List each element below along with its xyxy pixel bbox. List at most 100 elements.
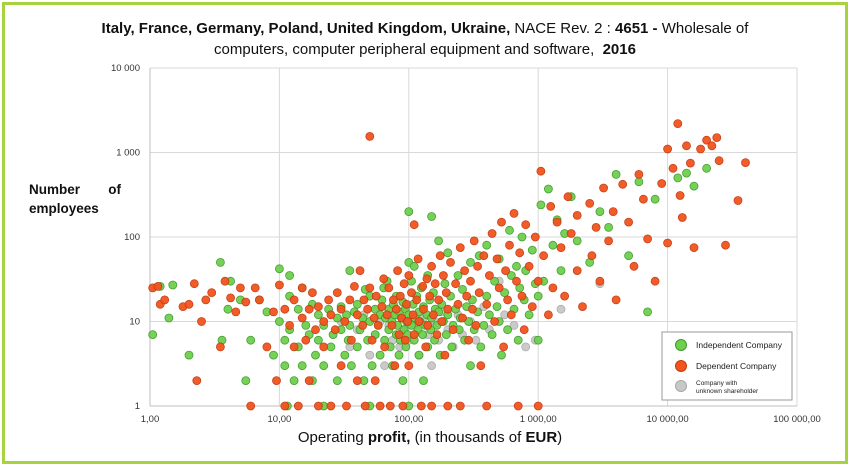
dependent-point — [432, 330, 442, 340]
dependent-point — [365, 283, 375, 293]
dependent-point — [262, 342, 272, 352]
independent-point — [482, 291, 492, 301]
dependent-point — [458, 313, 467, 323]
dependent-point — [435, 251, 445, 261]
independent-point — [168, 280, 178, 290]
dependent-point — [326, 401, 336, 411]
y-tick-label: 1 000 — [116, 148, 140, 159]
dependent-point — [455, 243, 465, 253]
dependent-point — [220, 276, 230, 286]
dependent-point — [419, 304, 428, 314]
chart-title: Italy, France, Germany, Poland, United K… — [0, 18, 850, 60]
independent-point — [484, 310, 494, 320]
dependent-point — [639, 194, 648, 204]
dependent-point — [379, 274, 389, 284]
x-label-post: ) — [557, 429, 563, 446]
dependent-point — [451, 279, 461, 289]
dependent-point — [395, 291, 405, 301]
dependent-point — [289, 342, 299, 352]
independent-point — [352, 342, 362, 352]
dependent-point — [373, 320, 383, 330]
unknown-legend-marker — [675, 380, 687, 392]
dependent-point — [471, 320, 481, 330]
independent-point — [398, 376, 408, 386]
dependent-point — [403, 317, 413, 326]
x-tick-label: 100,00 — [394, 414, 423, 425]
dependent-point — [297, 283, 307, 293]
dependent-legend-marker — [675, 360, 687, 372]
unknown-point — [427, 361, 437, 371]
unknown-point — [471, 335, 481, 345]
independent-point — [506, 271, 516, 280]
title-desc2: computers, computer peripheral equipment… — [214, 41, 595, 58]
independent-point — [434, 236, 444, 246]
dependent-point — [402, 299, 411, 309]
independent-point — [512, 261, 521, 271]
independent-point — [367, 361, 377, 371]
dependent-point — [441, 288, 451, 298]
dependent-point — [650, 276, 660, 286]
dependent-point — [319, 342, 329, 352]
x-tick-label: 1,00 — [141, 414, 160, 425]
independent-point — [548, 240, 558, 250]
independent-point — [184, 350, 194, 360]
dependent-point — [380, 342, 390, 352]
dependent-point — [556, 243, 566, 253]
independent-point — [280, 361, 290, 371]
dependent-point — [714, 156, 724, 166]
dependent-point — [398, 401, 408, 411]
dependent-point — [524, 261, 534, 271]
dependent-point — [453, 299, 463, 309]
independent-point — [536, 200, 546, 210]
independent-point — [241, 376, 251, 386]
dependent-point — [643, 234, 652, 244]
dependent-point — [342, 401, 351, 411]
dependent-point — [585, 198, 595, 208]
dependent-point — [448, 325, 458, 335]
independent-point — [624, 251, 633, 261]
title-code: 4651 - — [615, 20, 658, 37]
dependent-point — [241, 297, 251, 307]
independent-point — [164, 313, 174, 323]
independent-point — [556, 266, 566, 276]
dependent-point — [689, 243, 699, 253]
title-countries: Italy, France, Germany, Poland, United K… — [101, 20, 511, 37]
dependent-point — [377, 302, 387, 312]
dependent-point — [349, 281, 359, 291]
legend: Independent Company Dependent Company Comp… — [661, 331, 793, 401]
dependent-point — [293, 401, 303, 411]
dependent-point — [707, 141, 717, 151]
dependent-point — [336, 361, 346, 371]
dependent-point — [412, 295, 422, 305]
dependent-point — [388, 295, 398, 305]
dependent-point — [367, 335, 377, 345]
independent-point — [517, 232, 527, 242]
dependent-point — [476, 361, 486, 371]
dependent-point — [599, 183, 608, 193]
dependent-point — [479, 251, 489, 261]
dependent-point — [269, 307, 278, 317]
dependent-point — [393, 266, 403, 276]
dependent-point — [721, 240, 730, 250]
dependent-point — [506, 310, 516, 320]
dependent-point — [280, 304, 290, 314]
x-label-bold1: profit, — [367, 429, 411, 446]
dependent-point — [246, 401, 256, 411]
y-tick-label: 10 000 — [111, 63, 140, 74]
independent-point — [466, 361, 475, 371]
x-label-bold2: EUR — [525, 429, 558, 446]
dependent-point — [484, 271, 494, 280]
dependent-point — [513, 401, 523, 411]
dependent-point — [313, 302, 323, 312]
dependent-point — [231, 307, 241, 317]
dependent-point — [702, 135, 711, 145]
independent-point — [280, 335, 290, 345]
y-axis-label: Number of employees — [29, 182, 121, 216]
dependent-point — [189, 279, 199, 289]
dependent-point — [423, 320, 433, 330]
dependent-point — [297, 313, 307, 323]
independent-point — [476, 342, 486, 352]
independent-point — [394, 350, 404, 360]
dependent-point — [427, 401, 437, 411]
dependent-point — [474, 288, 484, 298]
